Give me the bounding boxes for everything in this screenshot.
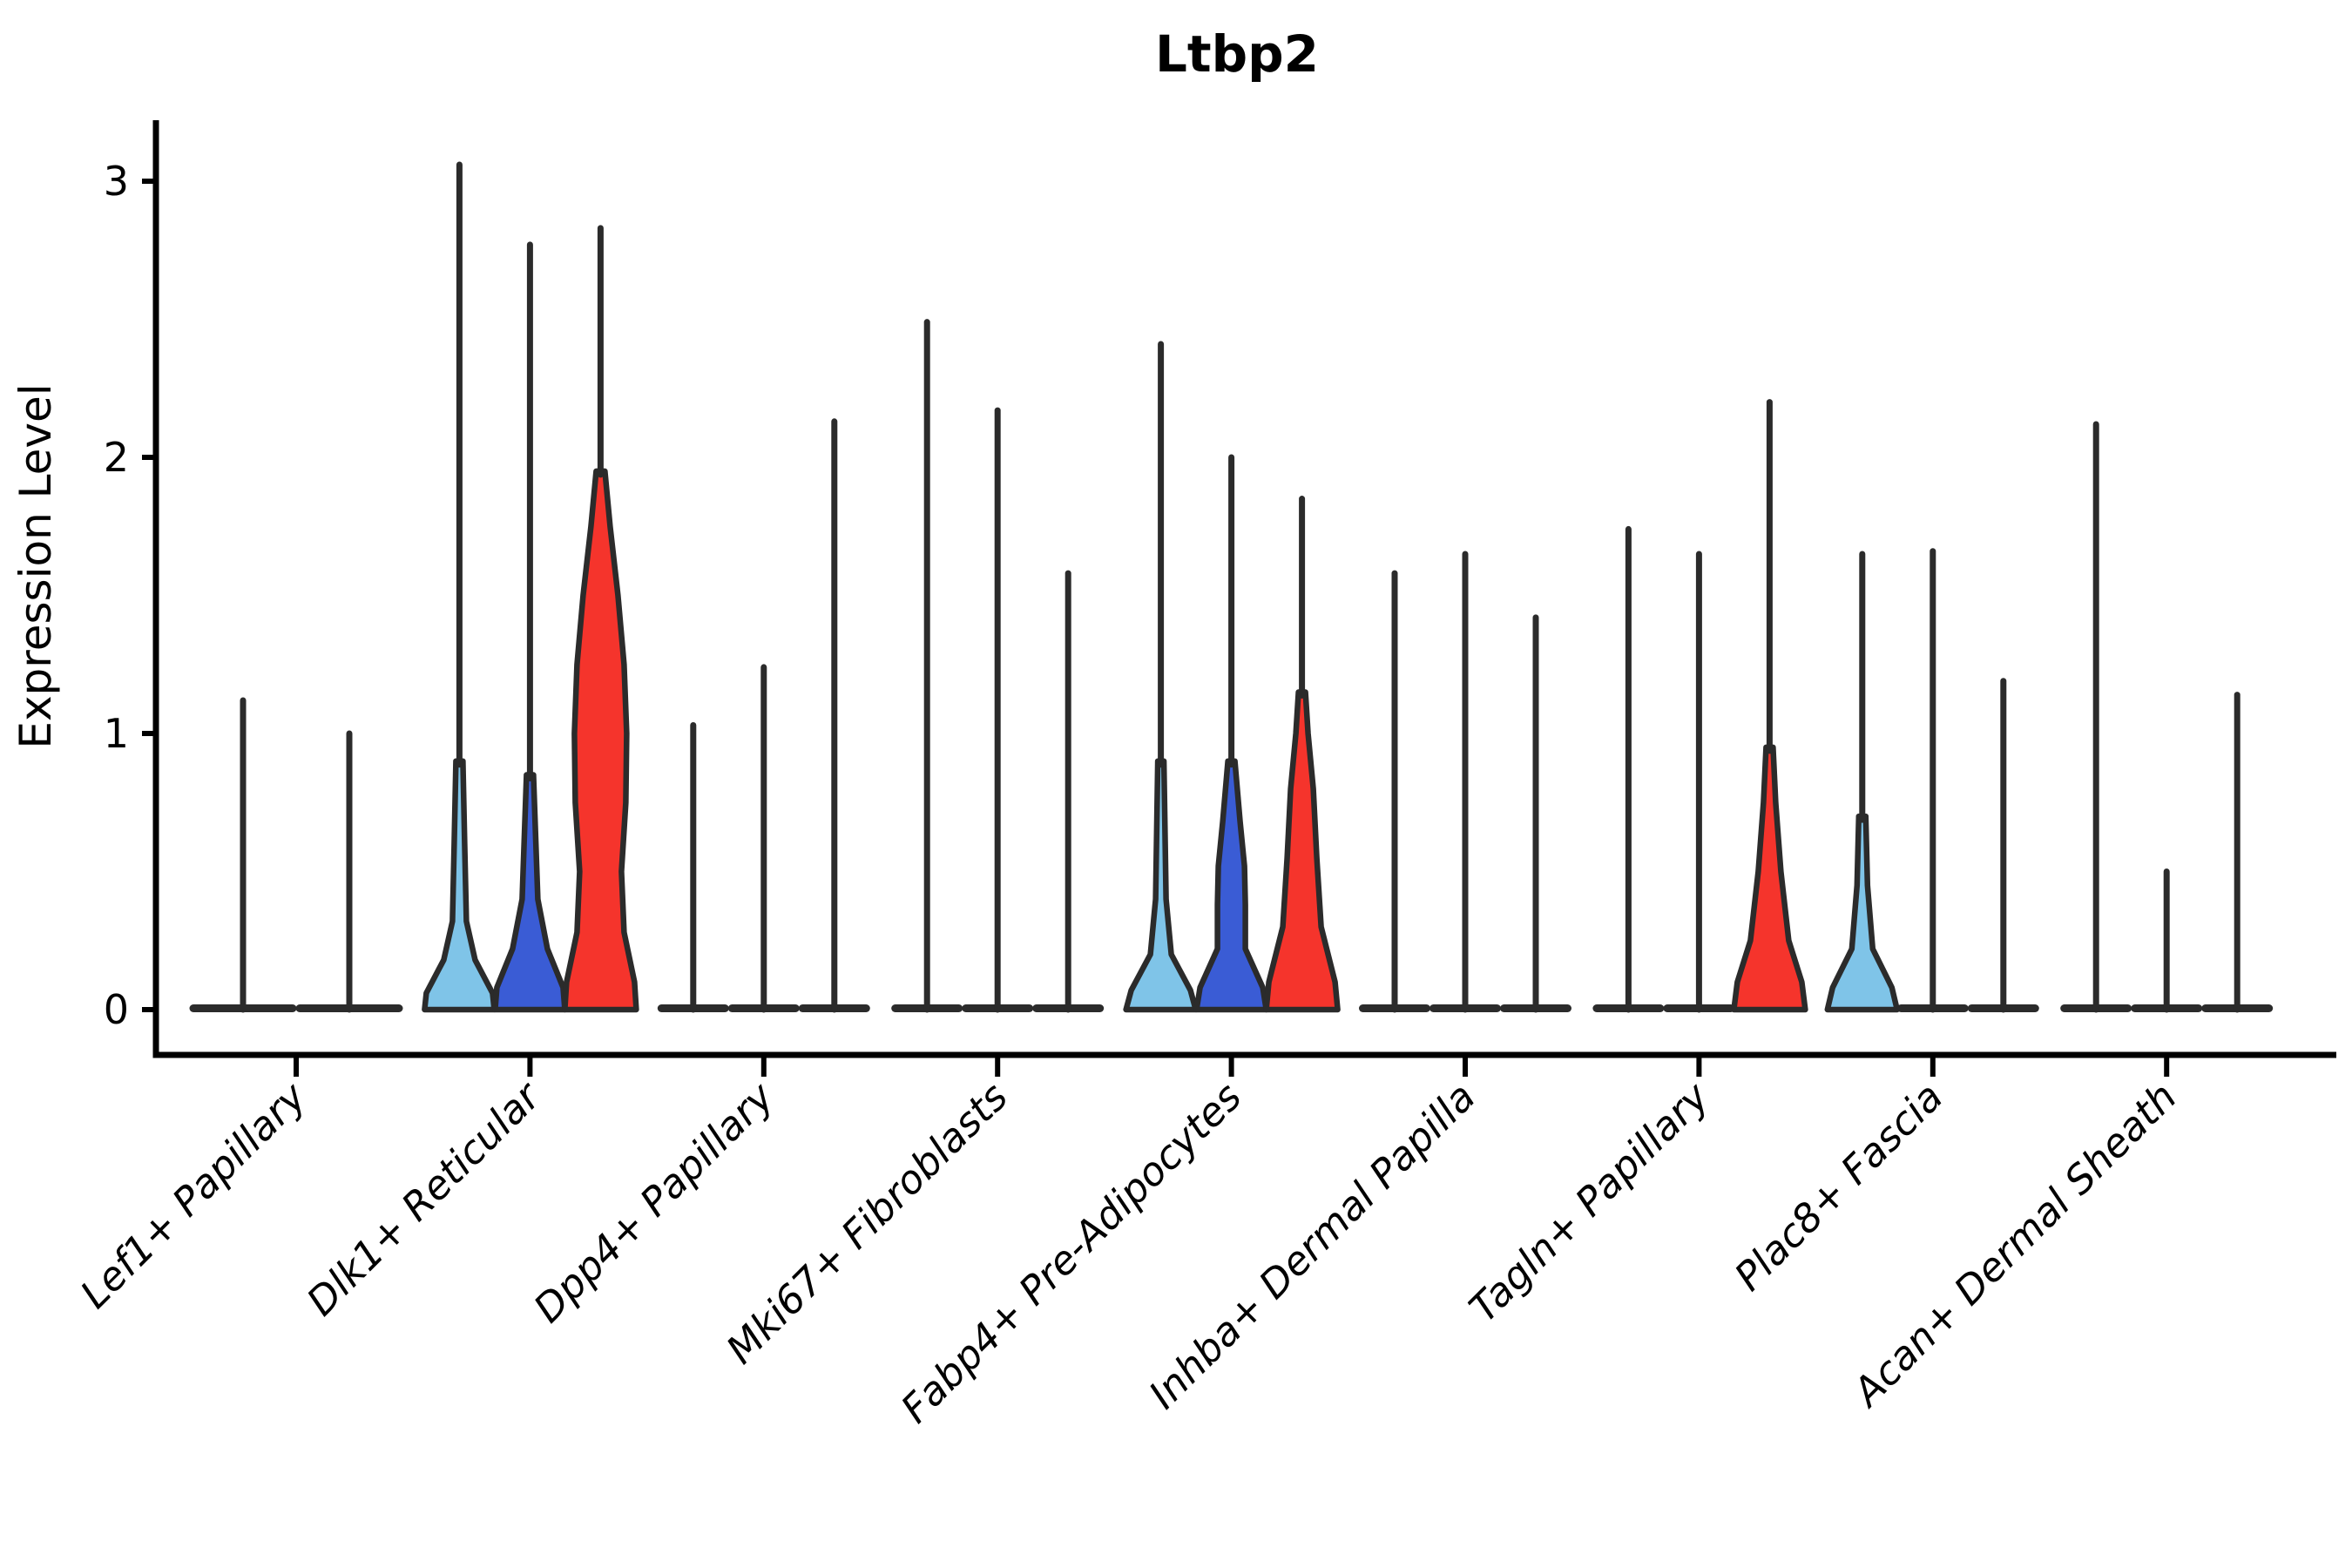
chart-title: Ltbp2	[1155, 24, 1319, 84]
violin-body	[422, 758, 497, 1013]
y-tick-label: 2	[104, 434, 129, 481]
violin-body	[1263, 689, 1341, 1013]
x-tick-label: Dlk1+ Reticular	[298, 1072, 551, 1325]
y-axis-ticks: 3 2 1 0	[104, 158, 156, 1033]
violin-body	[1123, 758, 1199, 1013]
x-tick-label: Dpp4+ Papillary	[524, 1072, 783, 1331]
violin-body	[492, 772, 568, 1013]
y-tick-label: 0	[104, 986, 129, 1033]
violins-layer	[189, 161, 2274, 1013]
violin-body	[1193, 758, 1269, 1013]
x-tick-label: Tagln+ Papillary	[1460, 1072, 1719, 1331]
violin-body	[1824, 813, 1901, 1013]
y-axis-label: Expression Level	[10, 383, 61, 748]
y-tick-label: 1	[104, 710, 129, 757]
y-tick-label: 3	[104, 158, 129, 205]
violin-body	[1731, 744, 1808, 1013]
x-tick-label: Lef1+ Papillary	[71, 1072, 316, 1317]
violin-body	[562, 468, 639, 1013]
x-tick-label: Plac8+ Fascia	[1726, 1073, 1952, 1300]
